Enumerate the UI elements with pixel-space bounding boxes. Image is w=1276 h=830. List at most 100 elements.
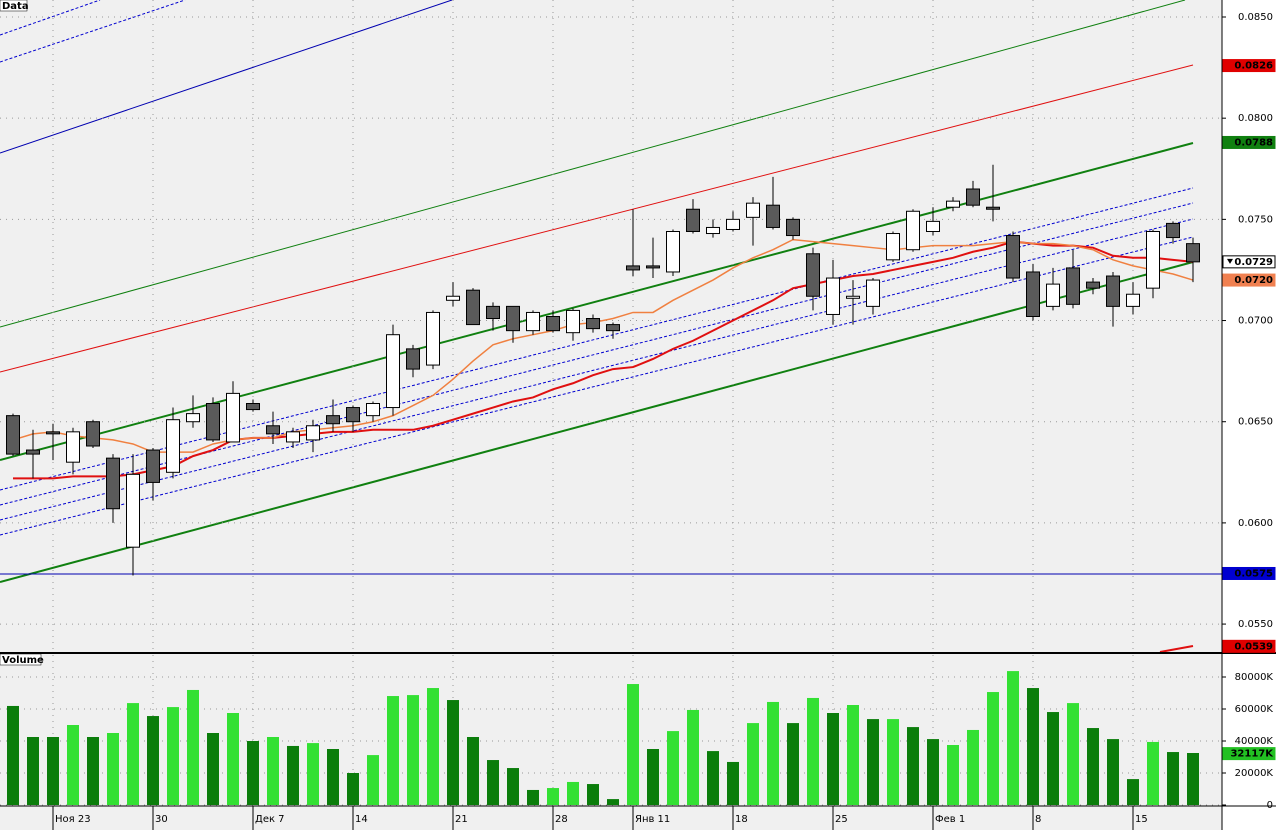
candle-body bbox=[606, 324, 620, 332]
volume-bar bbox=[427, 688, 439, 805]
candle-body bbox=[1126, 293, 1140, 307]
marker-arrow bbox=[1227, 258, 1233, 264]
price-marker bbox=[1222, 747, 1276, 761]
panel-title-box bbox=[0, 653, 42, 666]
price-marker-label: 0.0729 bbox=[1234, 257, 1273, 268]
candle-body bbox=[426, 311, 440, 366]
candle-body bbox=[626, 265, 640, 271]
volume-bar bbox=[447, 700, 459, 805]
candle-body bbox=[906, 210, 920, 251]
candle-body bbox=[286, 431, 300, 443]
y-tick-label: 0.0800 bbox=[1238, 113, 1273, 124]
volume-bar bbox=[707, 751, 719, 805]
volume-bar bbox=[87, 737, 99, 805]
volume-bar bbox=[1087, 728, 1099, 805]
volume-bar bbox=[907, 727, 919, 805]
candle-body bbox=[786, 218, 800, 237]
volume-bar bbox=[27, 737, 39, 805]
panel-title: Volume bbox=[2, 655, 44, 666]
plot-background bbox=[0, 0, 1222, 806]
volume-bar bbox=[827, 713, 839, 805]
candle-body bbox=[206, 403, 220, 441]
candle-body bbox=[1066, 267, 1080, 305]
channel-line bbox=[0, 0, 453, 154]
candle-body bbox=[186, 413, 200, 423]
volume-bar bbox=[227, 713, 239, 805]
volume-bar bbox=[1107, 739, 1119, 805]
volume-bar bbox=[607, 799, 619, 805]
volume-bar bbox=[247, 741, 259, 805]
volume-bar bbox=[407, 695, 419, 805]
candle-body bbox=[806, 253, 820, 297]
y-tick-label: 0.0650 bbox=[1238, 417, 1273, 428]
volume-bar bbox=[167, 707, 179, 805]
x-tick-label: Ноя 23 bbox=[55, 814, 91, 825]
volume-bar bbox=[867, 719, 879, 805]
candle-body bbox=[646, 265, 660, 269]
volume-bar bbox=[107, 733, 119, 805]
moving-average bbox=[13, 240, 1194, 480]
candle-body bbox=[1186, 243, 1200, 263]
volume-bar bbox=[1147, 741, 1159, 805]
price-marker bbox=[1222, 135, 1276, 149]
candle-body bbox=[526, 311, 540, 332]
candle-body bbox=[666, 230, 680, 273]
price-marker bbox=[1222, 273, 1276, 287]
candle-body bbox=[966, 188, 980, 206]
y-tick-label: 0 bbox=[1267, 800, 1273, 811]
volume-bar bbox=[687, 709, 699, 805]
volume-bar bbox=[347, 773, 359, 805]
candle-body bbox=[166, 419, 180, 473]
panel-title: Data bbox=[2, 1, 29, 12]
volume-bar bbox=[127, 703, 139, 805]
volume-bar bbox=[847, 705, 859, 805]
volume-bar bbox=[7, 705, 19, 805]
candle-body bbox=[706, 226, 720, 235]
channel-line bbox=[0, 0, 186, 63]
candle-body bbox=[566, 309, 580, 334]
candle-body bbox=[366, 403, 380, 417]
date-axis-background bbox=[0, 806, 1222, 830]
volume-bar bbox=[487, 760, 499, 805]
candle-body bbox=[266, 425, 280, 435]
candle-body bbox=[146, 449, 160, 483]
y-tick-label: 60000K bbox=[1235, 704, 1274, 715]
volume-bar bbox=[767, 701, 779, 805]
candle-body bbox=[226, 392, 240, 443]
candle-body bbox=[106, 457, 120, 510]
y-tick-label: 80000K bbox=[1235, 672, 1274, 683]
volume-bar bbox=[1127, 779, 1139, 805]
volume-bar bbox=[267, 737, 279, 805]
candle-body bbox=[746, 202, 760, 218]
candle-body bbox=[1086, 281, 1100, 289]
volume-bar bbox=[887, 719, 899, 805]
volume-bar bbox=[647, 749, 659, 805]
channel-line bbox=[0, 261, 1194, 583]
price-marker-label: 0.0826 bbox=[1234, 61, 1273, 72]
candle-body bbox=[346, 407, 360, 423]
candle-body bbox=[486, 305, 500, 320]
volume-bar bbox=[467, 737, 479, 805]
volume-bar bbox=[307, 743, 319, 805]
candle-body bbox=[826, 277, 840, 315]
candle-body bbox=[446, 295, 460, 301]
panel-title-box bbox=[0, 0, 28, 12]
candle-body bbox=[126, 473, 140, 548]
volume-bar bbox=[387, 696, 399, 805]
volume-bar bbox=[207, 733, 219, 805]
candle-body bbox=[1006, 235, 1020, 279]
x-tick-label: Янв 11 bbox=[635, 814, 670, 825]
x-tick-label: 28 bbox=[555, 814, 568, 825]
y-tick-label: 0.0550 bbox=[1238, 619, 1273, 630]
y-tick-label: 0.0750 bbox=[1238, 214, 1273, 225]
volume-bar bbox=[67, 725, 79, 805]
candle-body bbox=[1146, 230, 1160, 289]
candle-body bbox=[466, 289, 480, 326]
moving-average bbox=[12, 238, 1194, 453]
y-tick-label: 0.0850 bbox=[1238, 12, 1273, 23]
y-tick-label: 20000K bbox=[1235, 768, 1274, 779]
candle-body bbox=[306, 425, 320, 441]
candle-body bbox=[686, 208, 700, 232]
